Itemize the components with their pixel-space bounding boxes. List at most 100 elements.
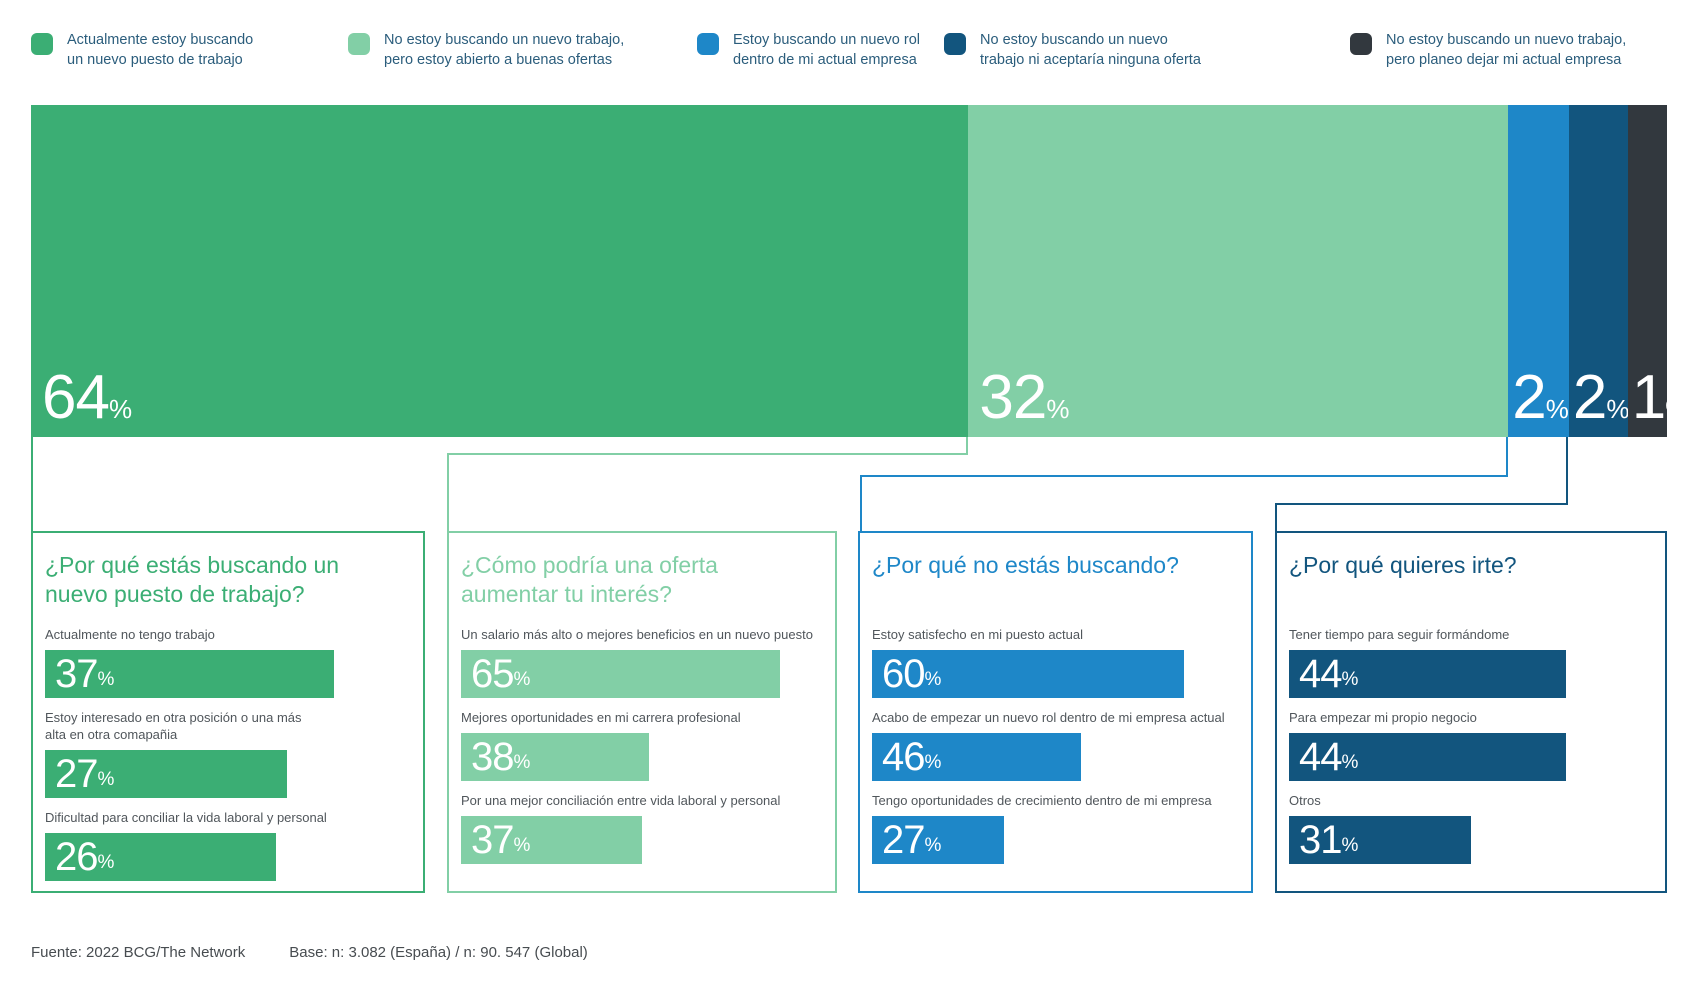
bar-value-label: 26 [55, 834, 98, 879]
bar-row: Un salario más alto o mejores beneficios… [461, 627, 823, 698]
main-stacked-bar: 64% 32% 2% 2% 1% [31, 105, 1688, 437]
bar-value-label: 44 [1299, 734, 1342, 779]
footer: Fuente: 2022 BCG/The Network Base: n: 3.… [31, 944, 588, 961]
bar-value-label: 60 [882, 651, 925, 696]
percent-sign: % [97, 852, 115, 874]
legend-swatch-icon [944, 33, 966, 55]
bar-value-label: 37 [471, 817, 514, 862]
segment-value-label: 2% [1573, 367, 1630, 429]
bar-row-label: Mejores oportunidades en mi carrera prof… [461, 709, 741, 725]
detail-panel: ¿Por qué estás buscando un nuevo puesto … [31, 531, 425, 893]
connector-line [860, 437, 1508, 477]
bar-value-label: 44 [1299, 651, 1342, 696]
percent-sign: % [1665, 394, 1689, 424]
percent-sign: % [513, 835, 531, 857]
segment-value: 64 [42, 363, 110, 432]
percent-sign: % [1341, 669, 1359, 691]
detail-panel: ¿Cómo podría una oferta aumentar tu inte… [447, 531, 837, 893]
legend-item: Actualmente estoy buscando un nuevo pues… [31, 30, 253, 70]
legend-swatch-icon [348, 33, 370, 55]
bar-value-label: 27 [882, 817, 925, 862]
segment-value: 2 [1572, 363, 1607, 432]
segment-value-label: 32% [979, 367, 1069, 429]
panel-title: ¿Cómo podría una oferta aumentar tu inte… [461, 552, 718, 607]
bar: 65% [461, 649, 780, 698]
bar-row-label: Acabo de empezar un nuevo rol dentro de … [872, 709, 1225, 725]
panel-title: ¿Por qué no estás buscando? [872, 552, 1179, 578]
segment-value-label: 2% [1512, 367, 1569, 429]
bar-segment: 2% [1508, 105, 1569, 437]
source-note: Fuente: 2022 BCG/The Network [31, 944, 246, 961]
legend-item: No estoy buscando un nuevo trabajo ni ac… [944, 30, 1201, 70]
bar-row: Estoy interesado en otra posición o una … [45, 710, 411, 798]
connector-line [447, 453, 449, 531]
connector-line [447, 437, 968, 455]
bar-value-label: 38 [471, 734, 514, 779]
bar-segment: 2% [1568, 105, 1630, 437]
bar-value-label: 27 [55, 751, 98, 796]
bar: 60% [872, 649, 1184, 698]
bar-row: Para empezar mi propio negocio 44% [1289, 710, 1653, 781]
segment-value: 2 [1512, 363, 1546, 432]
percent-sign: % [513, 669, 531, 691]
percent-sign: % [1545, 394, 1569, 424]
percent-sign: % [108, 394, 133, 424]
legend-swatch-icon [1350, 33, 1372, 55]
legend-item: Estoy buscando un nuevo rol dentro de mi… [697, 30, 920, 70]
bar-segment: 64% [31, 105, 969, 437]
connector-line [1275, 437, 1568, 505]
bar-row: Estoy satisfecho en mi puesto actual 60% [872, 627, 1239, 698]
bar-segment: 32% [968, 105, 1509, 437]
bar-row-label: Un salario más alto o mejores beneficios… [461, 627, 813, 642]
bar-row-label: Dificultad para conciliar la vida labora… [45, 809, 327, 825]
legend-label: No estoy buscando un nuevo trabajo ni ac… [980, 32, 1201, 68]
bar-value-label: 37 [55, 651, 98, 696]
panel-title: ¿Por qué quieres irte? [1289, 552, 1517, 578]
bar-row: Actualmente no tengo trabajo 37% [45, 627, 411, 698]
legend-swatch-icon [31, 33, 53, 55]
bar-row-label: Por una mejor conciliación entre vida la… [461, 792, 781, 808]
segment-value-label: 64% [42, 367, 132, 429]
bar: 37% [45, 649, 335, 698]
percent-sign: % [1046, 394, 1070, 424]
bar-row-label: Tener tiempo para seguir formándome [1289, 627, 1510, 642]
legend-item: No estoy buscando un nuevo trabajo, pero… [1350, 30, 1626, 70]
percent-sign: % [1341, 752, 1359, 774]
connector-line [860, 475, 862, 531]
percent-sign: % [513, 752, 531, 774]
bar: 26% [45, 832, 276, 881]
bar-row: Mejores oportunidades en mi carrera prof… [461, 710, 823, 781]
bar-row: Acabo de empezar un nuevo rol dentro de … [872, 710, 1239, 781]
legend-label: No estoy buscando un nuevo trabajo, pero… [384, 32, 625, 68]
detail-panel: ¿Por qué quieres irte? Tener tiempo para … [1275, 531, 1667, 893]
bar-row: Dificultad para conciliar la vida labora… [45, 810, 411, 881]
bar-row: Tengo oportunidades de crecimiento dentr… [872, 793, 1239, 864]
legend-label: Actualmente estoy buscando un nuevo pues… [67, 32, 254, 68]
panel-title: ¿Por qué estás buscando un nuevo puesto … [45, 552, 340, 607]
bar-row-label: Actualmente no tengo trabajo [45, 627, 215, 642]
percent-sign: % [924, 835, 942, 857]
connector-line [31, 437, 33, 531]
bar: 31% [1289, 815, 1471, 864]
bar: 44% [1289, 649, 1566, 698]
bar-row: Otros 31% [1289, 793, 1653, 864]
bar: 27% [872, 815, 1005, 864]
bar-value-label: 31 [1299, 817, 1342, 862]
bar: 37% [461, 815, 642, 864]
bar-value-label: 65 [471, 651, 514, 696]
percent-sign: % [97, 769, 115, 791]
legend-item: No estoy buscando un nuevo trabajo, pero… [348, 30, 624, 70]
percent-sign: % [924, 669, 942, 691]
bar-segment: 1% [1627, 105, 1688, 437]
bar-row-label: Para empezar mi propio negocio [1289, 709, 1477, 725]
bar-value-label: 46 [882, 734, 925, 779]
percent-sign: % [1341, 835, 1359, 857]
segment-value: 1 [1631, 363, 1666, 432]
bar-row: Tener tiempo para seguir formándome 44% [1289, 627, 1653, 698]
legend-swatch-icon [697, 33, 719, 55]
percent-sign: % [924, 752, 942, 774]
bar: 27% [45, 749, 287, 798]
bar-row-label: Estoy satisfecho en mi puesto actual [872, 627, 1084, 642]
bar: 46% [872, 732, 1082, 781]
